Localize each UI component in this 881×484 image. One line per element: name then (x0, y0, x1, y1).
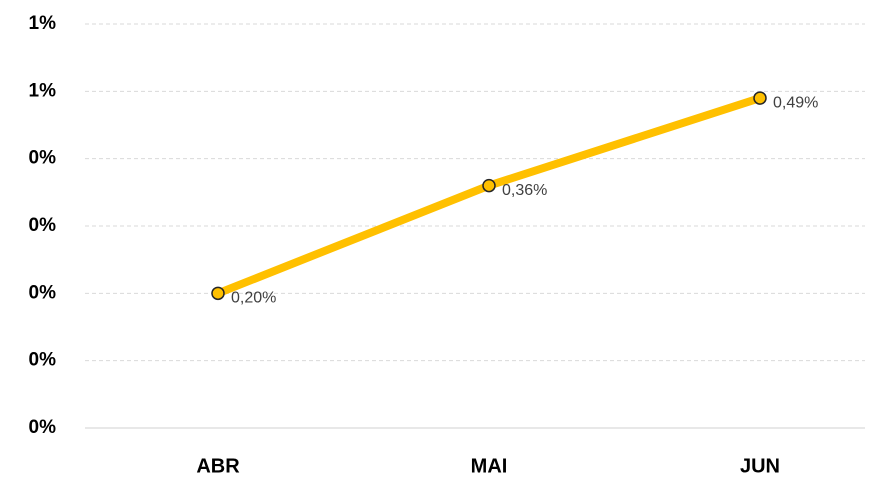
x-tick-label: JUN (740, 455, 780, 477)
y-tick-label: 1% (29, 13, 57, 34)
y-tick-label: 1% (29, 80, 57, 101)
line (216, 94, 762, 298)
y-tick-label: 0% (29, 282, 57, 303)
data-label: 0,36% (502, 182, 547, 199)
data-label: 0,20% (231, 290, 276, 307)
y-tick-label: 0% (29, 148, 57, 169)
y-tick-label: 0% (29, 417, 57, 438)
data-label: 0,49% (773, 94, 818, 111)
marker (482, 178, 496, 193)
marker (211, 286, 225, 301)
y-tick-label: 0% (29, 215, 57, 236)
marker (753, 91, 767, 105)
x-tick-label: ABR (196, 455, 240, 477)
x-tick-label: MAI (471, 455, 508, 477)
y-tick-label: 0% (29, 350, 57, 371)
